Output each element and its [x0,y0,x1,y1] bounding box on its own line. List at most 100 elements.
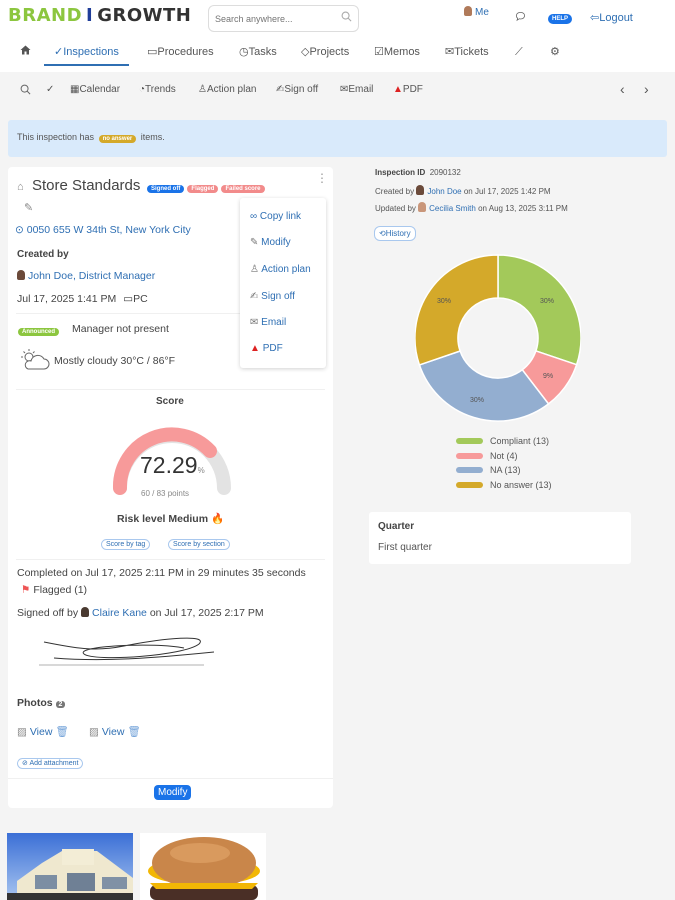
nav-tickets[interactable]: ✉Tickets [445,42,489,66]
nav-procedures[interactable]: ▭Procedures [147,42,214,66]
toolbar-calendar[interactable]: ▦Calendar [70,84,120,95]
edit-icon: ☑ [374,46,384,58]
nav-projects[interactable]: ◇Projects [301,42,349,66]
divider [16,313,325,314]
nav-procedures-label: Procedures [157,46,214,58]
toolbar-calendar-label: Calendar [79,84,121,95]
divider [8,778,333,779]
score-by-tag-button[interactable]: Score by tag [101,539,151,550]
photo-2-view[interactable]: ▨ View 🗑 [89,725,141,738]
toolbar-pdf-label: PDF [402,84,423,95]
chat-icon[interactable] [515,11,526,25]
quarter-label: Quarter [378,521,415,532]
view-label: View [101,726,125,738]
logout-link[interactable]: ⇦Logout [590,11,650,24]
flagged-badge: Flagged [187,185,219,193]
me-link[interactable]: Me [464,6,504,18]
context-menu: ∞ Copy link ✎ Modify ♙ Action plan ✍ Sig… [240,198,326,368]
logo-brand: BRAND [8,5,83,26]
nav-inspections[interactable]: ✓Inspections [44,42,129,66]
updated-info: Updated by Cecilia Smith on Aug 13, 2025… [375,202,568,213]
flagged-text: Flagged (1) [33,584,88,596]
updated-prefix: Updated by [375,204,416,213]
gear-icon: ⚙ [550,46,560,58]
calendar-icon: ▦ [70,84,80,95]
search-input[interactable] [209,6,329,31]
menu-copy-link[interactable]: ∞ Copy link [250,211,301,222]
legend-swatch [456,452,483,459]
me-label: Me [475,7,489,18]
score-unit: % [197,466,205,475]
weather-text: Mostly cloudy 30°C / 86°F [54,355,176,367]
store-photo-thumbnail[interactable] [7,833,133,900]
legend-item-no-answer[interactable]: No answer (13) [456,478,552,493]
trend-icon: ⟋ [515,46,523,58]
toolbar-trends[interactable]: ◔Trends [139,84,176,95]
toolbar-check[interactable]: ✓ [46,84,54,95]
toolbar-search[interactable] [20,84,31,98]
nav-tasks[interactable]: ◷Tasks [239,42,277,66]
sign-off-icon: ✍ [250,291,259,302]
manager-note: Manager not present [72,323,169,335]
toolbar-action-plan[interactable]: ♙Action plan [198,84,256,95]
updated-user-link[interactable]: Cecilia Smith [429,204,476,213]
toolbar-pdf[interactable]: ▲PDF [393,84,423,95]
toolbar-sign-off[interactable]: ✍Sign off [276,84,318,95]
image-icon: ▨ [89,726,99,738]
trash-icon[interactable]: 🗑 [55,726,69,738]
paperclip-icon: ⊘ [22,760,28,767]
help-button[interactable]: HELP [548,14,573,24]
creator-link[interactable]: John Doe, District Manager [17,270,155,282]
prev-button[interactable]: ‹ [620,81,625,97]
legend-item-not[interactable]: Not (4) [456,449,552,464]
modify-button[interactable]: Modify [154,785,192,800]
legend-item-na[interactable]: NA (13) [456,463,552,478]
photos-label: Photos [17,697,53,709]
history-button[interactable]: ⟲History [374,226,416,241]
nav-tasks-label: Tasks [248,46,277,58]
slice-label-na: 30% [470,397,484,404]
alert-suffix: items. [140,132,165,142]
logo[interactable]: BRAND I GROWTH [8,5,191,26]
more-options-icon[interactable]: ⋮ [316,171,328,185]
menu-modify[interactable]: ✎ Modify [250,237,291,248]
menu-sign-off[interactable]: ✍ Sign off [250,291,295,302]
search-icon[interactable] [341,11,352,25]
menu-email[interactable]: ✉ Email [250,317,286,328]
menu-pdf[interactable]: ▲ PDF [250,343,283,354]
fire-icon: 🔥 [210,513,225,525]
nav-memos[interactable]: ☑Memos [374,42,420,66]
menu-modify-label: Modify [261,237,291,248]
nav-home[interactable] [20,42,31,66]
food-photo-thumbnail[interactable] [140,833,266,900]
score-points: 60 / 83 points [141,489,190,498]
trash-icon[interactable]: 🗑 [127,726,141,738]
created-user-link[interactable]: John Doe [427,187,462,196]
add-attachment-button[interactable]: ⊘ Add attachment [17,758,84,769]
photo-1-view[interactable]: ▨ View 🗑 [17,725,69,738]
nav-settings[interactable]: ⚙ [550,42,560,66]
pc-icon: ▭ [123,293,134,305]
slice-label-not: 9% [543,373,553,380]
nav-trends[interactable]: ⟋ [515,42,523,66]
trends-icon: ◔ [139,84,146,95]
signer-link[interactable]: Claire Kane [92,607,147,619]
avatar-icon [464,6,472,16]
clock-icon: ◷ [239,46,249,58]
nav-inspections-label: Inspections [63,46,119,58]
legend-item-compliant[interactable]: Compliant (13) [456,434,552,449]
signature-image [34,632,215,671]
address-link[interactable]: ⊙ 0050 655 W 34th St, New York City [15,224,191,236]
toolbar-email[interactable]: ✉Email [340,84,373,95]
toolbar-trends-label: Trends [145,84,176,95]
add-attachment-label: Add attachment [29,760,79,767]
menu-action-plan[interactable]: ♙ Action plan [250,264,311,275]
check-icon: ✓ [46,84,55,95]
score-by-section-button[interactable]: Score by section [168,539,230,550]
search-icon [20,84,31,98]
next-button[interactable]: › [644,81,649,97]
edit-icon[interactable]: ✎ [24,202,34,214]
image-icon: ▨ [17,726,27,738]
alert-text: This inspection has [17,132,95,142]
signed-off-badge: Signed off [147,185,185,193]
